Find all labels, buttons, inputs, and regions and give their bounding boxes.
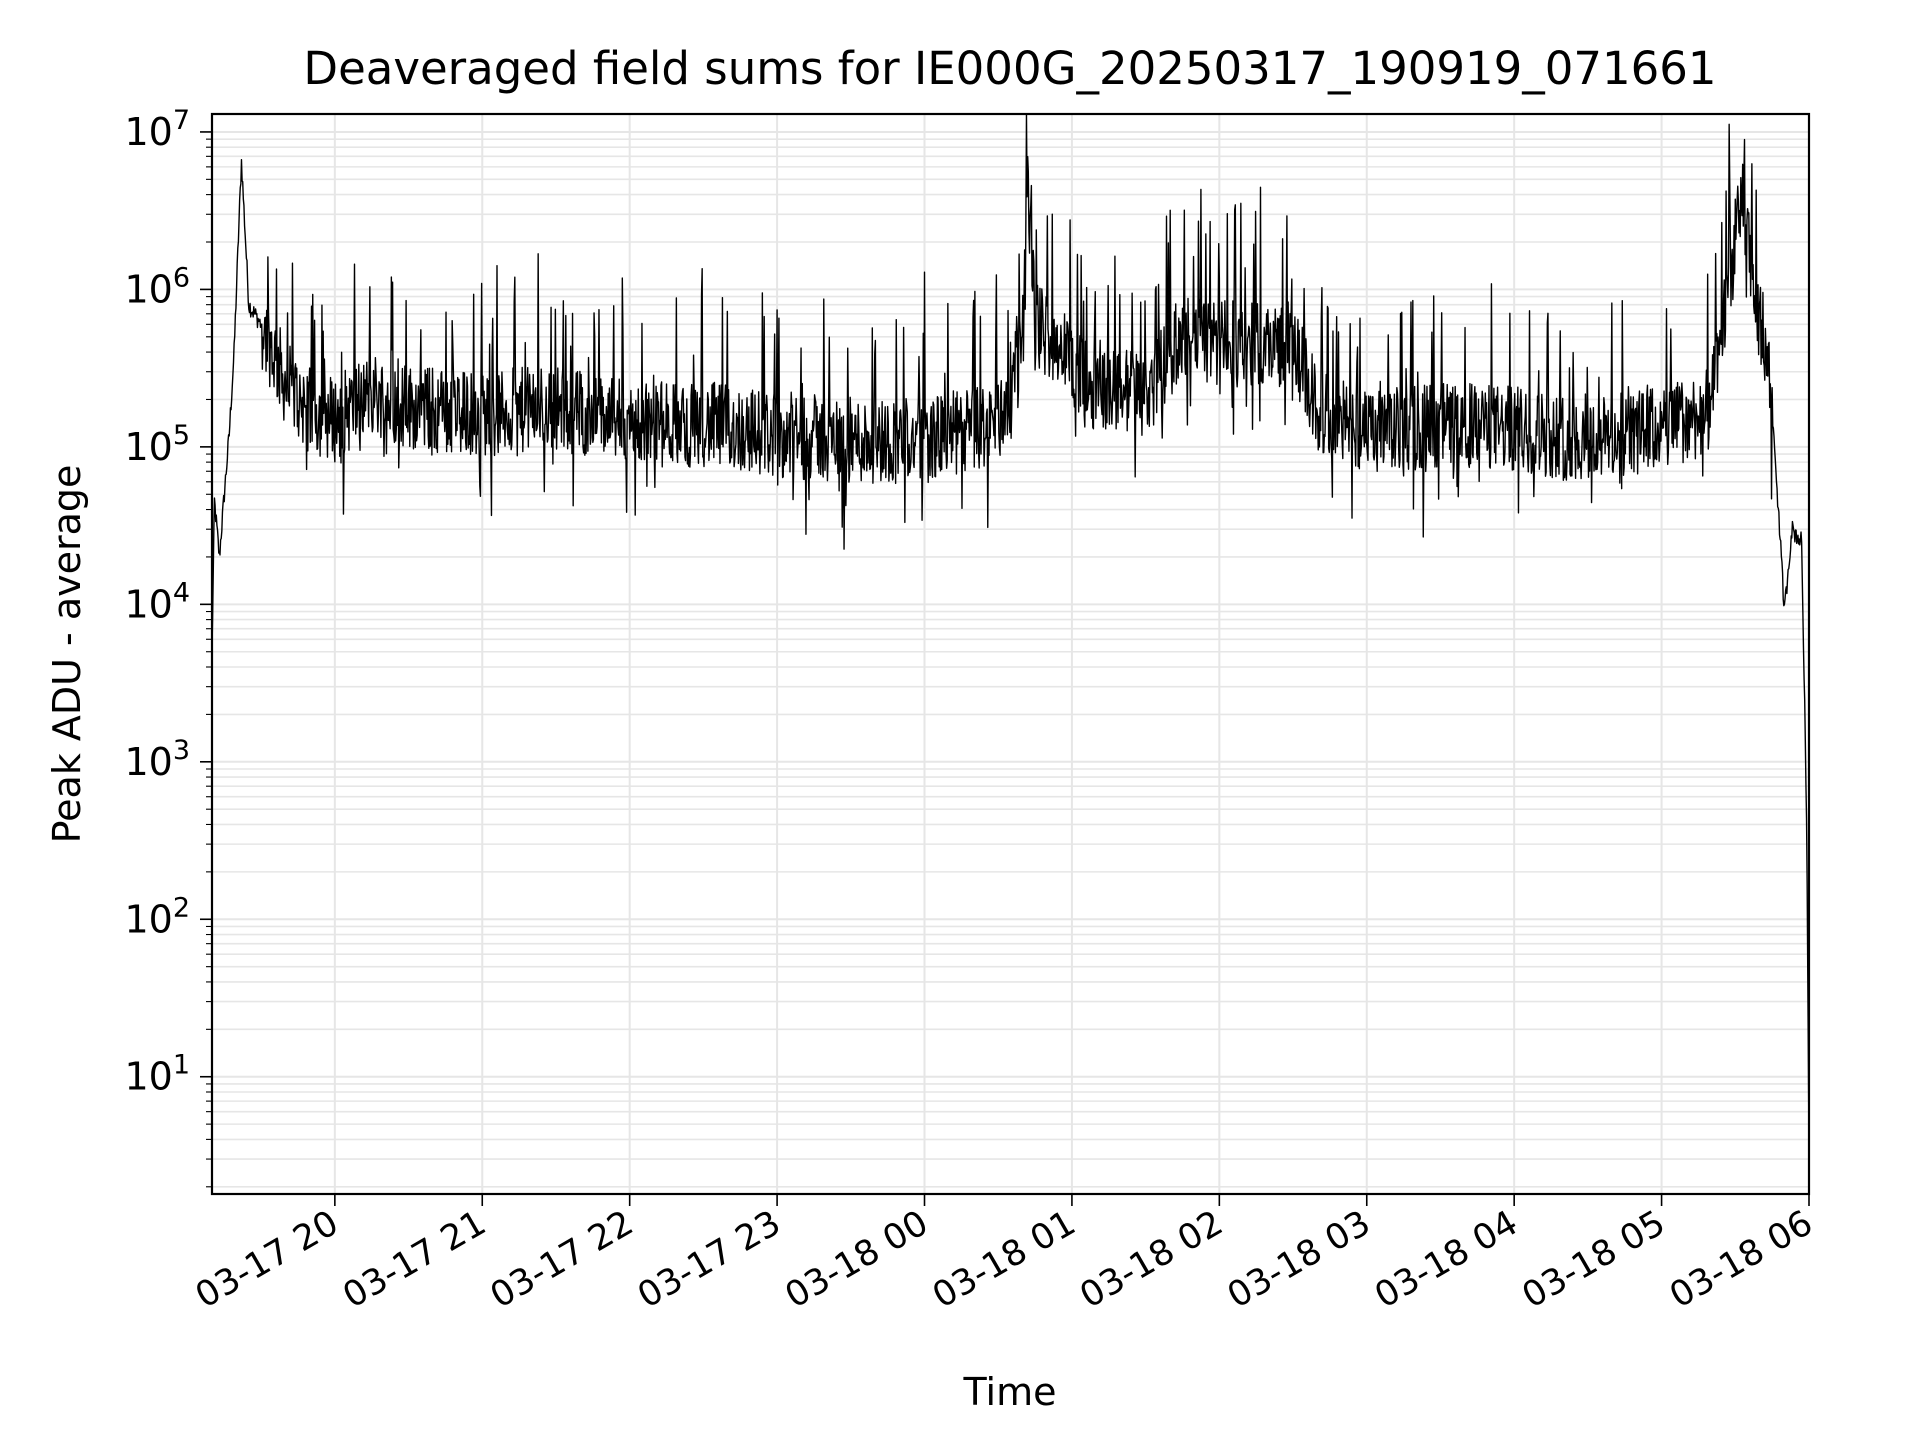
y-tick-label: 106 bbox=[124, 262, 190, 311]
tick-layer bbox=[200, 131, 1810, 1206]
y-tick-label: 104 bbox=[124, 577, 190, 626]
y-tick-label: 102 bbox=[124, 892, 190, 941]
y-tick-label: 105 bbox=[124, 420, 190, 469]
chart-title: Deaveraged field sums for IE000G_2025031… bbox=[303, 42, 1716, 95]
y-tick-label: 101 bbox=[124, 1050, 190, 1099]
series-line bbox=[211, 113, 1810, 1149]
y-axis-label: Peak ADU - average bbox=[45, 465, 89, 844]
x-axis-label: Time bbox=[963, 1370, 1057, 1414]
series-layer bbox=[211, 113, 1810, 1149]
y-tick-label: 107 bbox=[124, 105, 190, 154]
plot-frame bbox=[210, 112, 1811, 1196]
y-tick-labels: 101 102 103 104 105 106 107 bbox=[124, 105, 190, 1099]
y-tick-label: 103 bbox=[124, 735, 190, 784]
